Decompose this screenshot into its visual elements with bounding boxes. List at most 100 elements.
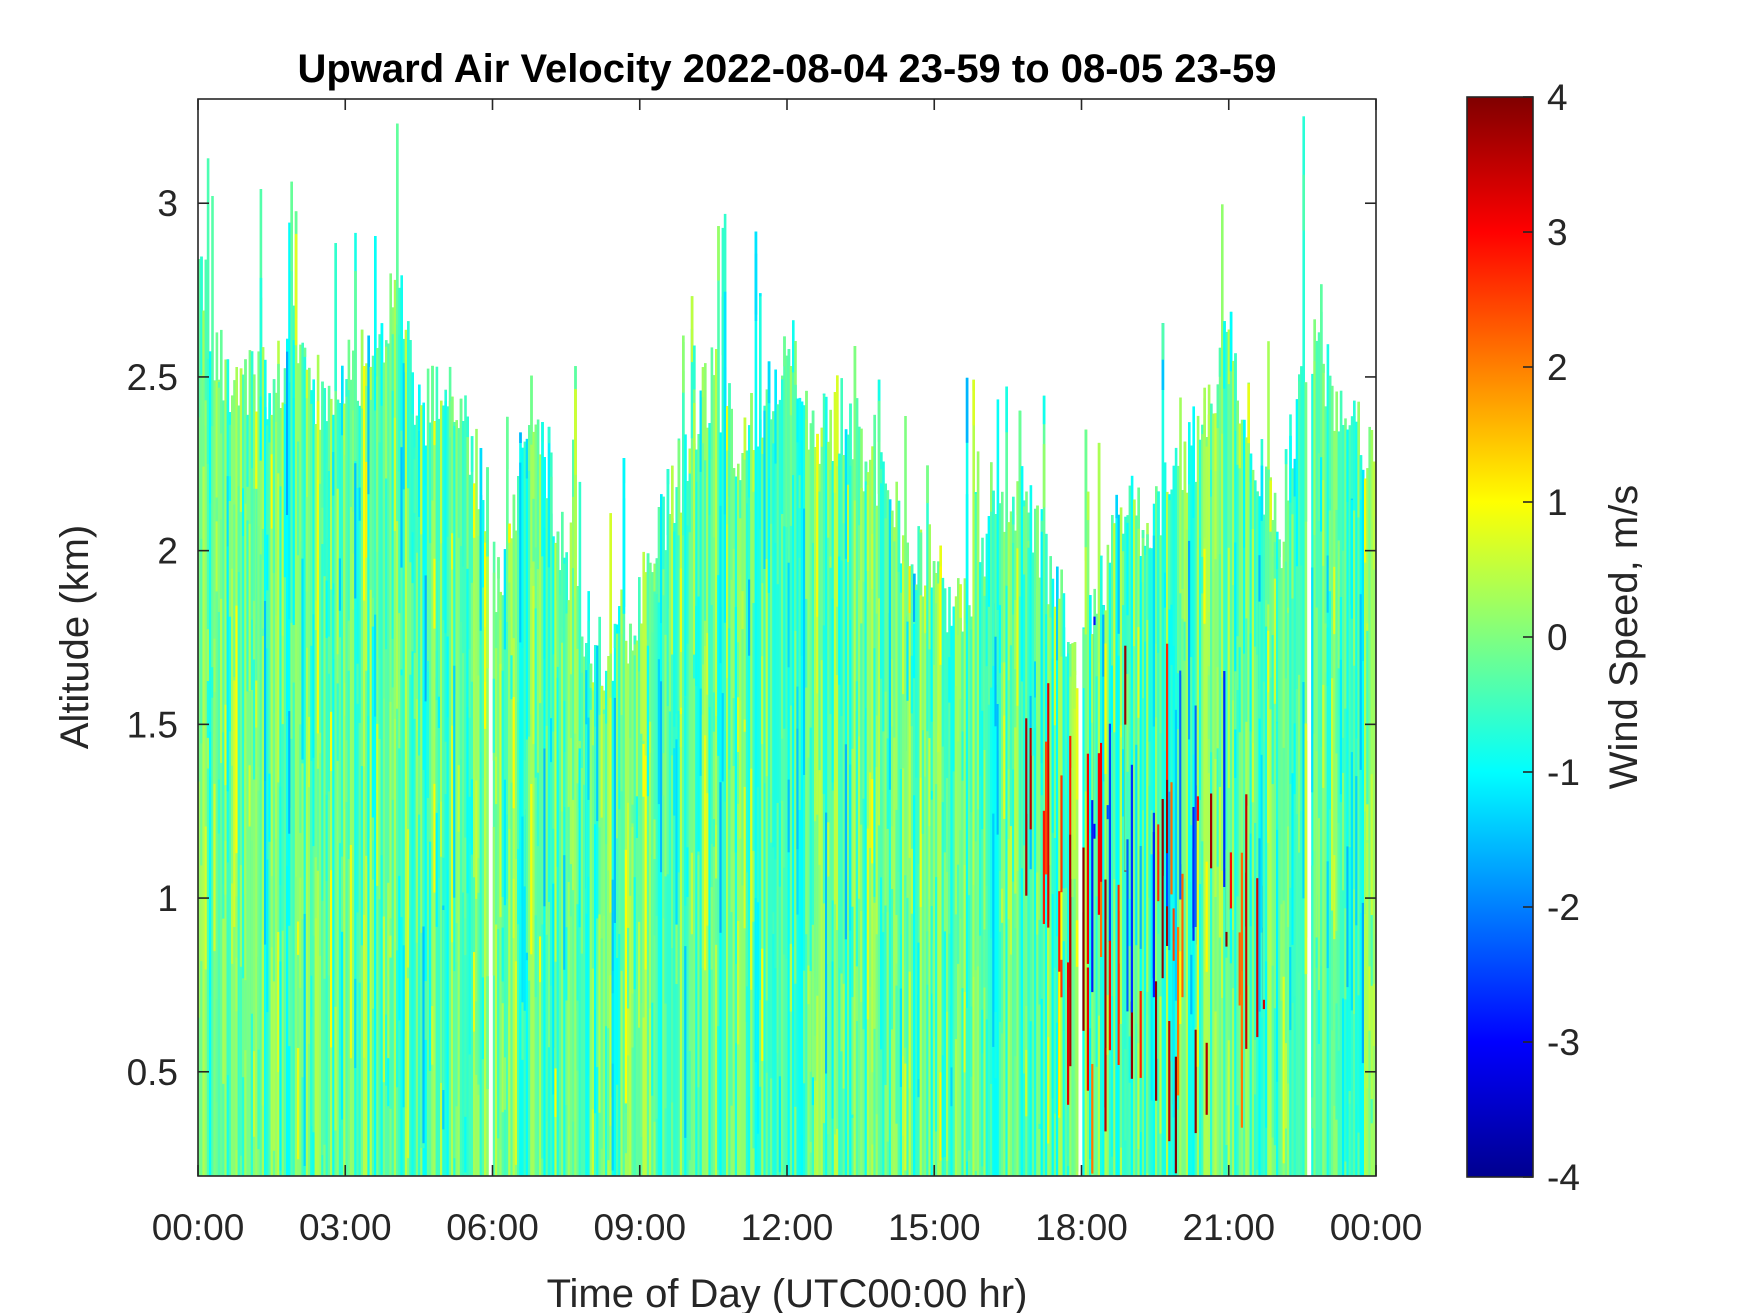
heatmap-cell [1095,826,1099,934]
heatmap-cell [574,474,577,734]
heatmap-cell [501,670,505,897]
heatmap-cell [1260,754,1264,933]
heatmap-cell [1221,694,1224,793]
heatmap-cell [1302,682,1305,899]
heatmap-cell [1342,998,1345,1176]
heatmap-cell [739,574,742,817]
heatmap-cell [950,848,953,1068]
heatmap-cell [906,542,909,622]
heatmap-cell [869,772,872,848]
heatmap-cell [248,523,252,691]
plot-area [198,116,1376,1176]
heatmap-cell [334,1006,337,1131]
heatmap-cell [851,748,854,998]
heatmap-cell [477,892,480,1085]
heatmap-cell [915,584,918,778]
heatmap-cell [1194,1029,1198,1134]
heatmap-column [1073,642,1077,1176]
heatmap-cell [1317,818,1321,991]
heatmap-cell [598,616,601,715]
heatmap-cell [418,431,421,517]
heatmap-cell [514,961,518,1165]
heatmap-cell [446,406,450,537]
heatmap-cell [886,912,890,1142]
heatmap-column [1115,494,1118,1176]
heatmap-column [1172,465,1176,1176]
heatmap-cell [510,699,513,783]
heatmap-cell [409,844,412,907]
heatmap-cell [1192,848,1195,941]
heatmap-cell [875,767,879,935]
heatmap-cell [1069,644,1072,677]
heatmap-column [693,345,696,1176]
heatmap-cell [1025,718,1028,896]
heatmap-cell [699,688,703,776]
heatmap-cell [1155,981,1158,1101]
heatmap-cell [442,620,445,858]
heatmap-cell [382,916,386,1083]
heatmap-column [708,423,711,1176]
heatmap-cell [618,606,621,634]
heatmap-cell [913,573,916,622]
heatmap-cell [646,645,650,797]
heatmap-column [1188,422,1191,1176]
heatmap-cell [1003,662,1006,737]
heatmap-cell [244,359,247,504]
heatmap-cell [743,719,747,929]
heatmap-cell [407,978,410,1159]
heatmap-cell [1350,752,1354,1011]
heatmap-cell [1108,723,1112,942]
heatmap-column [853,346,857,1176]
heatmap-cell [1240,852,1244,1079]
heatmap-cell [633,877,637,990]
heatmap-cell [517,896,520,1146]
heatmap-cell [668,514,672,712]
heatmap-column [1251,469,1255,1176]
heatmap-column [512,494,516,1176]
heatmap-cell [774,859,777,969]
heatmap-cell [1155,643,1158,717]
heatmap-cell [1047,903,1050,1038]
heatmap-column [1089,595,1092,1176]
heatmap-cell [261,930,265,1106]
heatmap-field [198,116,1376,1176]
heatmap-cell [649,752,652,1009]
heatmap-cell [534,424,538,548]
heatmap-column [1203,387,1206,1176]
heatmap-cell [794,384,797,631]
heatmap-cell [1243,419,1246,538]
heatmap-column [294,211,298,1176]
heatmap-cell [1051,894,1055,1099]
heatmap-cell [492,826,496,976]
heatmap-cell [631,650,634,805]
heatmap-cell [950,625,953,656]
heatmap-cell [475,780,478,899]
heatmap-cell [1069,834,1072,1067]
heatmap-cell [935,603,938,785]
heatmap-cell [541,924,544,1159]
heatmap-column [598,616,601,1176]
heatmap-column [554,542,557,1176]
heatmap-cell [257,957,260,1150]
heatmap-cell [1073,708,1077,850]
heatmap-cell [1036,872,1039,935]
heatmap-cell [974,970,978,1171]
heatmap-cell [206,681,210,738]
heatmap-cell [970,616,973,630]
heatmap-column [519,432,522,1176]
heatmap-cell [1102,605,1105,782]
heatmap-cell [393,941,397,1020]
heatmap-cell [1260,465,1264,521]
heatmap-cell [849,465,852,620]
heatmap-column [1023,500,1026,1176]
heatmap-cell [385,458,388,650]
heatmap-cell [404,329,408,373]
heatmap-column [409,340,412,1176]
heatmap-column [349,379,353,1176]
heatmap-cell [424,445,428,486]
heatmap-cell [924,585,927,634]
heatmap-cell [277,895,280,1073]
heatmap-cell [1298,374,1301,382]
heatmap-cell [532,585,535,745]
heatmap-cell [1295,839,1299,1024]
